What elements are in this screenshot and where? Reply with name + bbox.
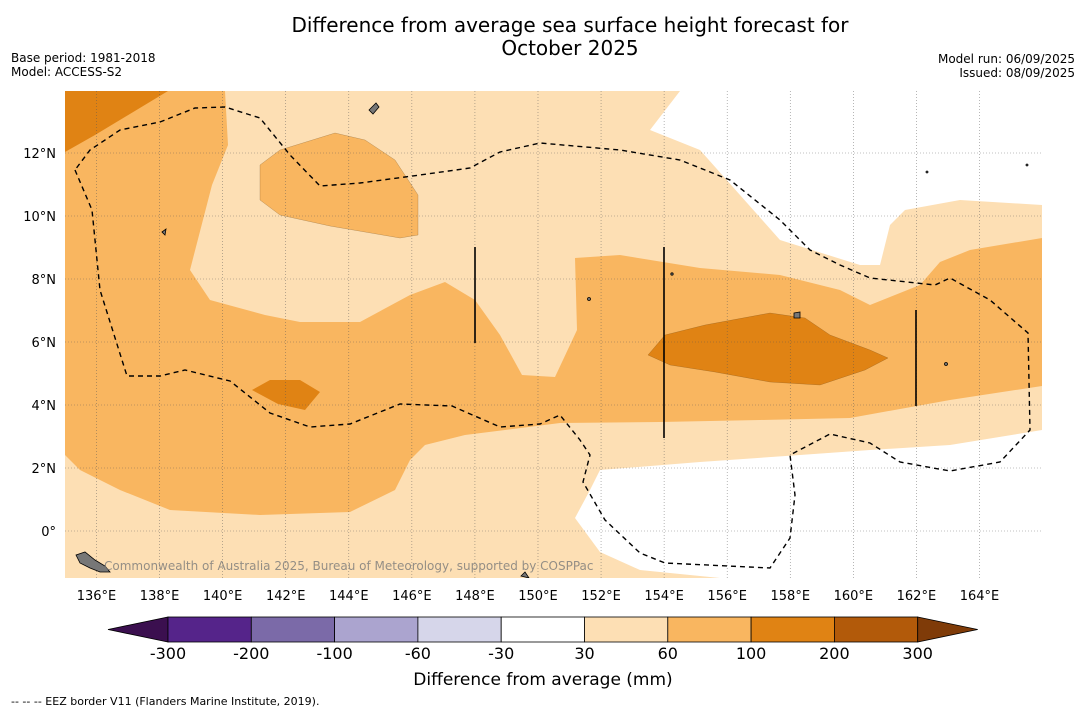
meta-right: Model run: 06/09/2025 Issued: 08/09/2025 <box>938 52 1075 80</box>
lon-tick-label: 162°E <box>897 589 937 604</box>
colorbar-segment <box>834 616 919 643</box>
base-period: Base period: 1981-2018 <box>11 51 156 65</box>
colorbar <box>107 616 978 643</box>
colorbar-tick-label: -200 <box>233 644 269 663</box>
lat-tick-label: 10°N <box>23 210 56 225</box>
meta-left: Base period: 1981-2018 Model: ACCESS-S2 <box>11 51 156 79</box>
map-plot-area: Commonwealth of Australia 2025, Bureau o… <box>65 91 1042 578</box>
colorbar-tick-label: -100 <box>316 644 352 663</box>
colorbar-tick-label: 30 <box>574 644 594 663</box>
lon-tick-label: 156°E <box>707 589 747 604</box>
colorbar-segment <box>167 616 252 643</box>
colorbar-segment <box>750 616 835 643</box>
colorbar-tick-label: -300 <box>150 644 186 663</box>
gridlines <box>65 91 1042 578</box>
lat-tick-label: 2°N <box>32 462 57 477</box>
colorbar-extend-low <box>107 616 169 643</box>
colorbar-labels: -300 -200 -100 -60 -30 30 60 100 200 300 <box>150 644 933 663</box>
issued-date: Issued: 08/09/2025 <box>959 66 1075 80</box>
title-line-1: Difference from average sea surface heig… <box>291 13 849 37</box>
model-run: Model run: 06/09/2025 <box>937 52 1075 66</box>
colorbar-segment <box>250 616 336 643</box>
colorbar-tick-label: -30 <box>488 644 514 663</box>
lon-tick-label: 152°E <box>581 589 621 604</box>
lon-tick-label: 154°E <box>644 589 684 604</box>
lon-tick-label: 140°E <box>203 589 243 604</box>
band-60-100-main <box>65 91 1042 515</box>
longitude-ticks: 136°E 138°E 140°E 142°E 144°E 146°E 148°E 150°E… <box>77 589 1000 604</box>
eez-border <box>74 106 1031 569</box>
map-title: Difference from average sea surface heig… <box>0 14 1085 60</box>
white-region-northeast <box>510 91 1042 265</box>
lon-tick-label: 136°E <box>77 589 117 604</box>
model-name: Model: ACCESS-S2 <box>11 65 123 79</box>
lon-tick-label: 142°E <box>266 589 306 604</box>
colorbar-segment <box>334 616 419 643</box>
eez-footnote: -- -- -- EEZ border V11 (Flanders Marine… <box>11 695 320 708</box>
lon-tick-label: 148°E <box>455 589 495 604</box>
lat-tick-label: 4°N <box>32 399 57 414</box>
band-100-200-east <box>648 313 888 385</box>
lon-tick-label: 160°E <box>834 589 874 604</box>
colorbar-extend-high <box>917 616 978 643</box>
colorbar-segment <box>584 616 669 643</box>
lat-tick-label: 12°N <box>23 147 56 162</box>
lat-tick-label: 0° <box>41 525 56 540</box>
lon-tick-label: 146°E <box>392 589 432 604</box>
colorbar-title: Difference from average (mm) <box>413 670 672 690</box>
colorbar-tick-label: 100 <box>736 644 767 663</box>
band-60-100-north <box>260 133 418 238</box>
colorbar-tick-label: 200 <box>819 644 850 663</box>
title-line-2: October 2025 <box>501 36 639 60</box>
latitude-ticks: 12°N 10°N 8°N 6°N 4°N 2°N 0° <box>23 147 56 540</box>
lon-tick-label: 144°E <box>329 589 369 604</box>
lat-tick-label: 8°N <box>32 273 57 288</box>
colorbar-tick-label: 300 <box>902 644 933 663</box>
lat-tick-label: 6°N <box>32 336 57 351</box>
colorbar-segment <box>667 616 752 643</box>
lon-tick-label: 150°E <box>518 589 558 604</box>
lon-tick-label: 158°E <box>771 589 811 604</box>
colorbar-segment <box>500 616 585 643</box>
contour-lines <box>259 132 889 386</box>
credit-watermark: Commonwealth of Australia 2025, Bureau o… <box>104 559 594 573</box>
colorbar-tick-label: -60 <box>405 644 431 663</box>
band-100-200-northwest <box>65 91 168 152</box>
colorbar-tick-label: 60 <box>658 644 678 663</box>
islands <box>75 102 1029 578</box>
lon-tick-label: 164°E <box>960 589 1000 604</box>
lon-tick-label: 138°E <box>140 589 180 604</box>
colorbar-segment <box>417 616 502 643</box>
